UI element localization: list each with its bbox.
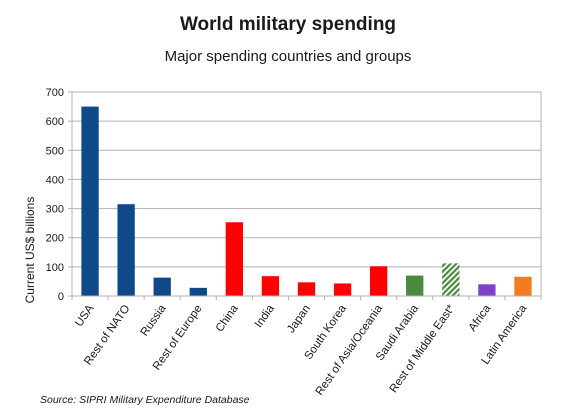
bar-rest-of-nato (117, 204, 135, 296)
bar-south-korea (333, 283, 352, 296)
x-tick-label: Africa (467, 302, 494, 333)
x-tick-label: China (214, 302, 241, 334)
bar-saudi-arabia (406, 275, 424, 296)
bar-africa (478, 284, 496, 296)
y-tick-label: 700 (46, 87, 64, 99)
chart-title: World military spending (179, 14, 397, 35)
bar-latin-america (514, 276, 532, 296)
x-tick-label: Rest of Asia/Oceania (314, 302, 386, 397)
bar-russia (153, 277, 171, 296)
bar-japan (297, 282, 316, 296)
x-tick-label: Rest of Middle East* (388, 302, 458, 395)
y-tick-label: 0 (58, 291, 64, 303)
grid-lines (68, 91, 541, 297)
y-tick-label: 200 (46, 233, 64, 245)
plot-frame (71, 91, 542, 297)
source-note: Source: SIPRI Military Expenditure Datab… (40, 394, 250, 406)
chart-subtitle: Major spending countries and groups (164, 48, 412, 65)
x-tick-label: Russia (139, 302, 169, 338)
bar-usa (81, 106, 99, 296)
bar-rest-of-europe (189, 287, 207, 296)
bar-rest-of-middle-east (442, 263, 460, 296)
y-tick-label: 600 (46, 116, 64, 128)
y-tick-label: 400 (46, 174, 64, 186)
bar-rest-of-asia-oceania (369, 266, 388, 296)
bar-china (225, 222, 244, 296)
y-tick-label: 100 (46, 262, 64, 274)
y-tick-label: 500 (46, 145, 64, 157)
bar-india (261, 276, 280, 296)
x-tick-label: USA (73, 303, 97, 330)
y-tick-labels: 0 100 200 300 400 500 600 700 (46, 87, 64, 303)
axes (71, 91, 542, 300)
y-tick-label: 300 (46, 204, 64, 216)
x-tick-label: India (253, 302, 277, 330)
bars (81, 106, 532, 296)
y-axis-label: Current US$ billions (23, 197, 37, 304)
x-tick-label: Japan (285, 303, 313, 336)
